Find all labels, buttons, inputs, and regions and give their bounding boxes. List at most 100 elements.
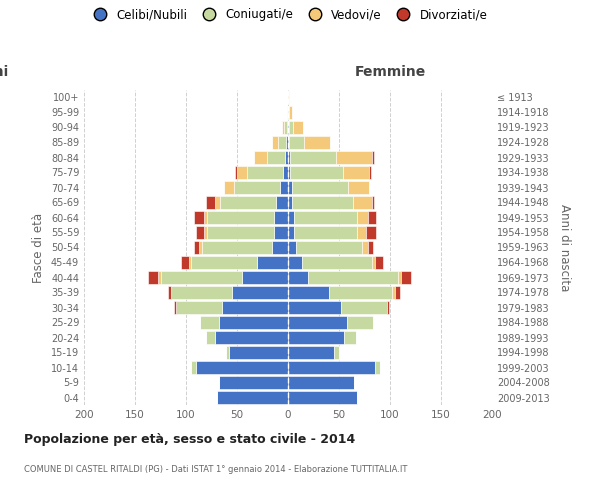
Bar (288, 376, 355, 388)
Bar (288, 272, 308, 283)
Bar (171, 286, 232, 298)
Bar (401, 272, 412, 283)
Bar (288, 166, 290, 178)
Bar (348, 182, 368, 194)
Bar (371, 152, 374, 164)
Bar (272, 136, 278, 148)
Bar (254, 152, 266, 164)
Bar (176, 302, 222, 314)
Bar (234, 182, 280, 194)
Bar (208, 212, 274, 224)
Bar (294, 226, 358, 238)
Bar (274, 212, 288, 224)
Bar (161, 272, 242, 283)
Bar (375, 256, 383, 268)
Bar (362, 242, 368, 254)
Bar (368, 242, 373, 254)
Bar (368, 166, 371, 178)
Bar (304, 136, 330, 148)
Bar (217, 392, 288, 404)
Bar (288, 332, 344, 344)
Bar (375, 362, 380, 374)
Bar (215, 196, 220, 208)
Bar (181, 256, 189, 268)
Bar (218, 316, 288, 328)
Bar (293, 122, 304, 134)
Bar (288, 92, 289, 104)
Bar (235, 166, 237, 178)
Bar (290, 166, 343, 178)
Bar (247, 166, 283, 178)
Bar (341, 302, 387, 314)
Bar (220, 196, 276, 208)
Bar (257, 256, 288, 268)
Bar (196, 226, 205, 238)
Bar (292, 182, 348, 194)
Bar (347, 316, 373, 328)
Bar (308, 272, 398, 283)
Bar (358, 226, 365, 238)
Bar (288, 182, 292, 194)
Bar (194, 212, 205, 224)
Bar (365, 226, 376, 238)
Bar (334, 346, 339, 358)
Bar (283, 166, 288, 178)
Bar (288, 106, 289, 118)
Bar (196, 362, 288, 374)
Bar (200, 316, 218, 328)
Bar (266, 152, 285, 164)
Bar (398, 272, 401, 283)
Bar (287, 106, 288, 118)
Bar (289, 136, 304, 148)
Bar (290, 152, 336, 164)
Bar (282, 122, 284, 134)
Bar (215, 332, 288, 344)
Bar (272, 242, 288, 254)
Bar (222, 302, 288, 314)
Bar (288, 152, 290, 164)
Bar (292, 196, 353, 208)
Bar (288, 242, 296, 254)
Bar (371, 196, 374, 208)
Bar (302, 256, 371, 268)
Bar (288, 196, 292, 208)
Bar (208, 226, 274, 238)
Bar (224, 182, 234, 194)
Bar (289, 122, 293, 134)
Bar (343, 166, 368, 178)
Bar (205, 212, 208, 224)
Bar (287, 122, 288, 134)
Text: Femmine: Femmine (355, 65, 425, 79)
Bar (387, 302, 389, 314)
Bar (232, 286, 288, 298)
Bar (289, 106, 292, 118)
Bar (285, 152, 288, 164)
Bar (194, 242, 199, 254)
Y-axis label: Anni di nascita: Anni di nascita (558, 204, 571, 291)
Bar (288, 392, 358, 404)
Bar (189, 256, 191, 268)
Bar (286, 136, 288, 148)
Bar (206, 196, 215, 208)
Bar (242, 272, 288, 283)
Bar (288, 346, 334, 358)
Bar (288, 362, 375, 374)
Bar (288, 226, 294, 238)
Text: Popolazione per età, sesso e stato civile - 2014: Popolazione per età, sesso e stato civil… (24, 432, 355, 446)
Bar (288, 256, 302, 268)
Y-axis label: Fasce di età: Fasce di età (32, 212, 45, 282)
Bar (284, 122, 287, 134)
Bar (205, 226, 208, 238)
Bar (392, 286, 395, 298)
Bar (329, 286, 392, 298)
Bar (358, 212, 368, 224)
Bar (336, 152, 371, 164)
Bar (353, 196, 371, 208)
Bar (276, 196, 288, 208)
Bar (226, 346, 229, 358)
Legend: Celibi/Nubili, Coniugati/e, Vedovi/e, Divorziati/e: Celibi/Nubili, Coniugati/e, Vedovi/e, Di… (88, 8, 488, 22)
Bar (288, 302, 341, 314)
Bar (288, 286, 329, 298)
Bar (229, 346, 288, 358)
Bar (296, 242, 362, 254)
